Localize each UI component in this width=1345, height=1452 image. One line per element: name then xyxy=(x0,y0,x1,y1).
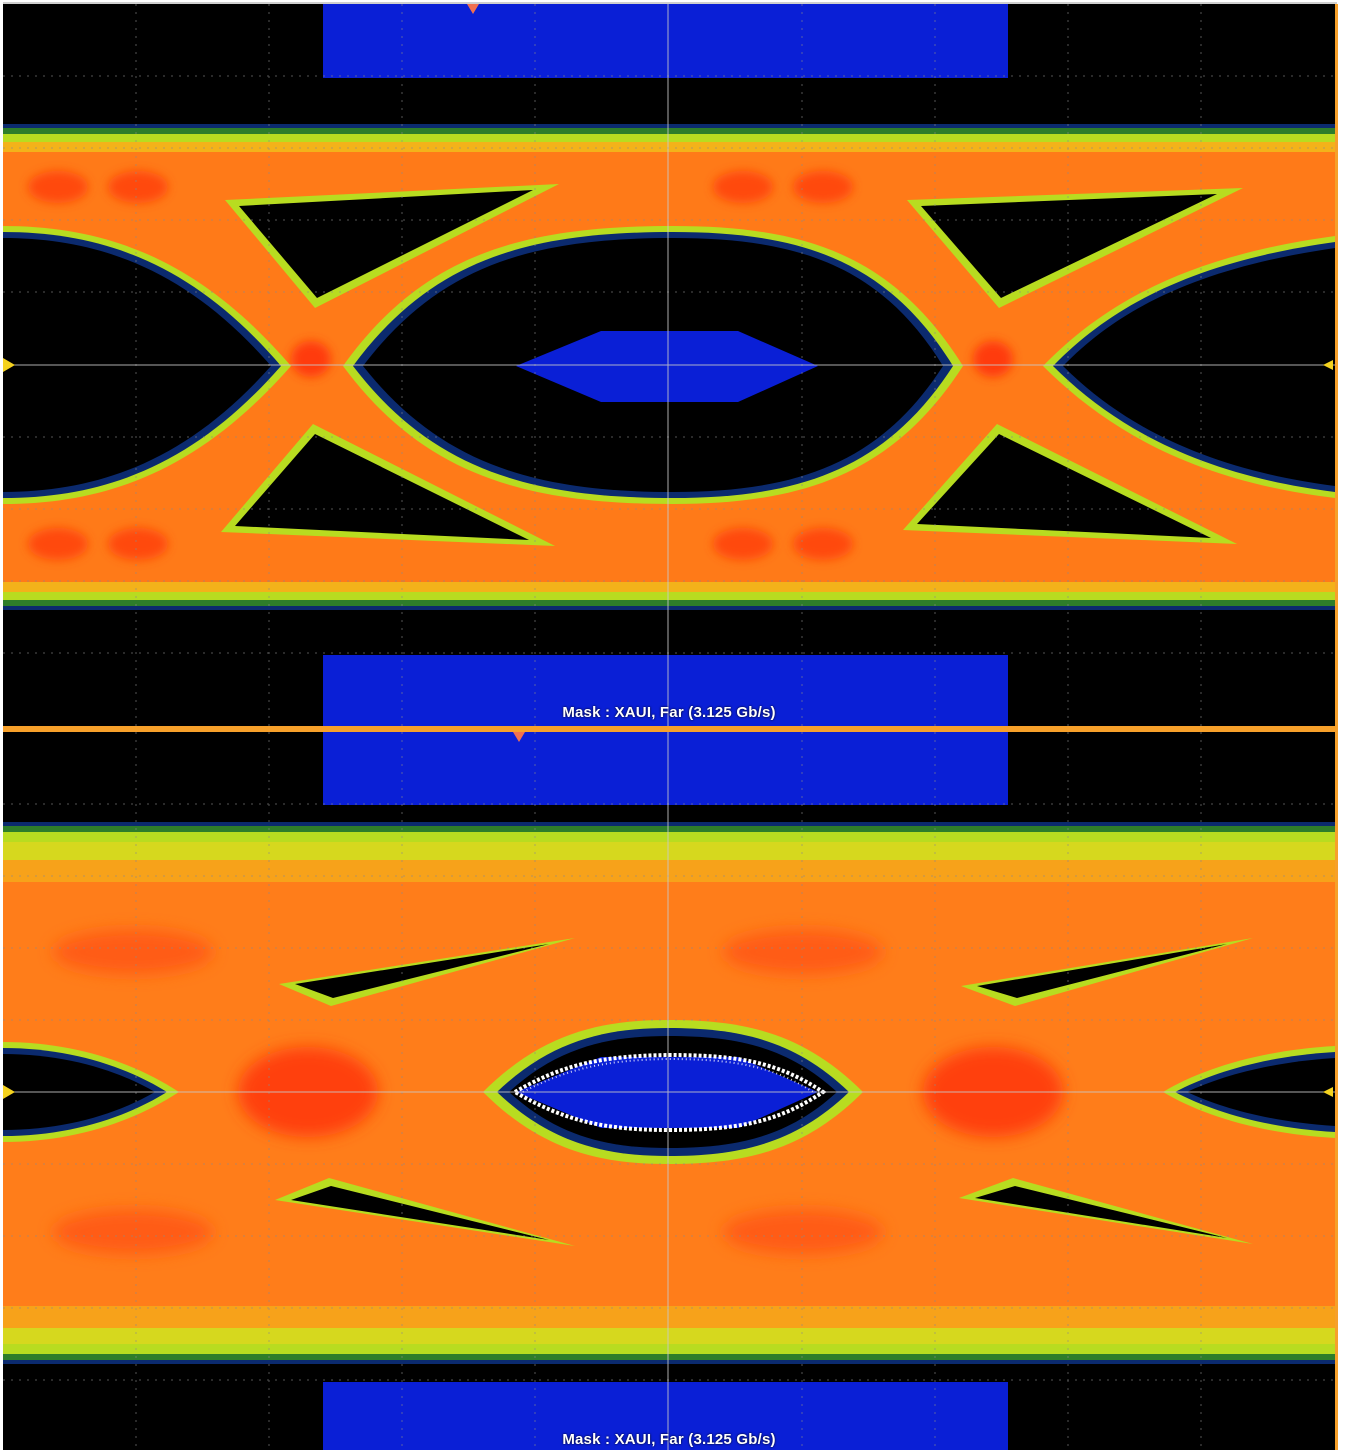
density-hotspots-top xyxy=(28,171,1013,560)
eye-opening-right xyxy=(1043,236,1335,498)
eye-diagram-panel-top: Mask : XAUI, Far (3.125 Gb/s) xyxy=(3,4,1335,726)
mask-label: Mask : XAUI, Far (3.125 Gb/s) xyxy=(562,1431,776,1448)
frame-right-edge xyxy=(1335,4,1338,1450)
eye-diagram-panel-bottom: Mask : XAUI, Far (3.125 Gb/s) xyxy=(3,732,1335,1450)
right-level-marker-icon xyxy=(1323,1087,1333,1097)
mask-center-polygon xyxy=(516,331,818,402)
density-hotspots-bottom xyxy=(53,930,1063,1254)
left-level-marker-icon xyxy=(3,1085,15,1099)
panel-divider xyxy=(3,726,1337,732)
trigger-marker-icon xyxy=(513,732,525,742)
mask-region-top xyxy=(323,732,1008,805)
left-level-marker-icon xyxy=(3,358,15,372)
trigger-marker-icon xyxy=(467,4,479,14)
mask-region-bottom xyxy=(323,1382,1008,1450)
right-level-marker-icon xyxy=(1323,360,1333,370)
screen-top-edge xyxy=(3,2,1337,4)
mask-region-top xyxy=(323,4,1008,78)
graticule-axes-bottom xyxy=(3,732,1335,1450)
eye-diagram-bottom xyxy=(3,732,1335,1450)
graticule-bottom xyxy=(3,732,1335,1450)
inner-triangles-bottom xyxy=(275,938,1253,1246)
eye-diagram-top xyxy=(3,4,1335,726)
inner-triangles-top xyxy=(221,184,1243,546)
graticule-axes-top xyxy=(3,4,1335,726)
mask-label: Mask : XAUI, Far (3.125 Gb/s) xyxy=(562,704,776,721)
mask-region-bottom xyxy=(323,655,1008,726)
